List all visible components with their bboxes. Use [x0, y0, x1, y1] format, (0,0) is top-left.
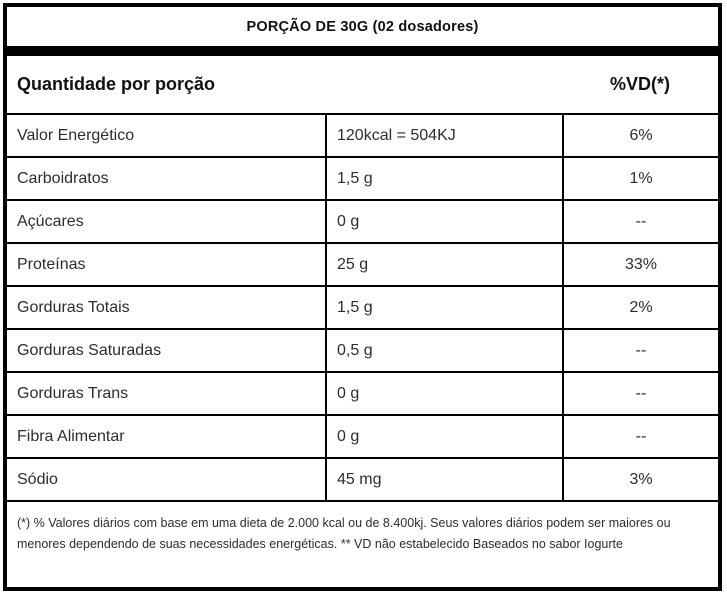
nutrient-vd: --	[562, 330, 718, 371]
table-row: Gorduras Trans 0 g --	[7, 373, 718, 416]
table-row: Valor Energético 120kcal = 504KJ 6%	[7, 115, 718, 158]
table-row: Proteínas 25 g 33%	[7, 244, 718, 287]
nutrient-value: 45 mg	[325, 459, 562, 500]
nutrient-vd: 3%	[562, 459, 718, 500]
table-row: Fibra Alimentar 0 g --	[7, 416, 718, 459]
divider-bar	[7, 46, 718, 56]
nutrient-value: 1,5 g	[325, 158, 562, 199]
nutrient-vd: --	[562, 416, 718, 457]
table-column-headers: Quantidade por porção %VD(*)	[7, 56, 718, 115]
nutrient-vd: 6%	[562, 115, 718, 156]
nutrient-value: 1,5 g	[325, 287, 562, 328]
nutrient-label: Gorduras Totais	[17, 298, 130, 316]
table-row: Carboidratos 1,5 g 1%	[7, 158, 718, 201]
table-row: Gorduras Saturadas 0,5 g --	[7, 330, 718, 373]
nutrient-vd: 1%	[562, 158, 718, 199]
nutrient-label: Carboidratos	[17, 169, 109, 187]
nutrient-value: 25 g	[325, 244, 562, 285]
column-header-quantity: Quantidade por porção	[17, 74, 216, 94]
nutrient-vd: 33%	[562, 244, 718, 285]
nutrient-value: 0 g	[325, 373, 562, 414]
nutrient-value: 0,5 g	[325, 330, 562, 371]
nutrition-table: PORÇÃO DE 30G (02 dosadores) Quantidade …	[3, 3, 722, 591]
column-header-vd: %VD(*)	[609, 74, 670, 94]
nutrient-label: Gorduras Trans	[17, 384, 129, 402]
portion-title-section: PORÇÃO DE 30G (02 dosadores)	[7, 7, 718, 46]
nutrient-vd: --	[562, 201, 718, 242]
nutrient-label: Fibra Alimentar	[17, 427, 125, 445]
nutrient-label: Sódio	[17, 470, 58, 488]
nutrient-label: Valor Energético	[17, 126, 135, 144]
nutrient-value: 0 g	[325, 416, 562, 457]
nutrient-vd: --	[562, 373, 718, 414]
table-row: Sódio 45 mg 3%	[7, 459, 718, 502]
nutrient-value: 0 g	[325, 201, 562, 242]
nutrient-label: Gorduras Saturadas	[17, 341, 162, 359]
footnote-text: (*) % Valores diários com base em uma di…	[17, 516, 671, 551]
nutrient-vd: 2%	[562, 287, 718, 328]
nutrient-label: Proteínas	[17, 255, 86, 273]
portion-title: PORÇÃO DE 30G (02 dosadores)	[246, 18, 479, 35]
nutrient-value: 120kcal = 504KJ	[325, 115, 562, 156]
table-row: Gorduras Totais 1,5 g 2%	[7, 287, 718, 330]
nutrient-label: Açúcares	[17, 212, 84, 230]
table-row: Açúcares 0 g --	[7, 201, 718, 244]
